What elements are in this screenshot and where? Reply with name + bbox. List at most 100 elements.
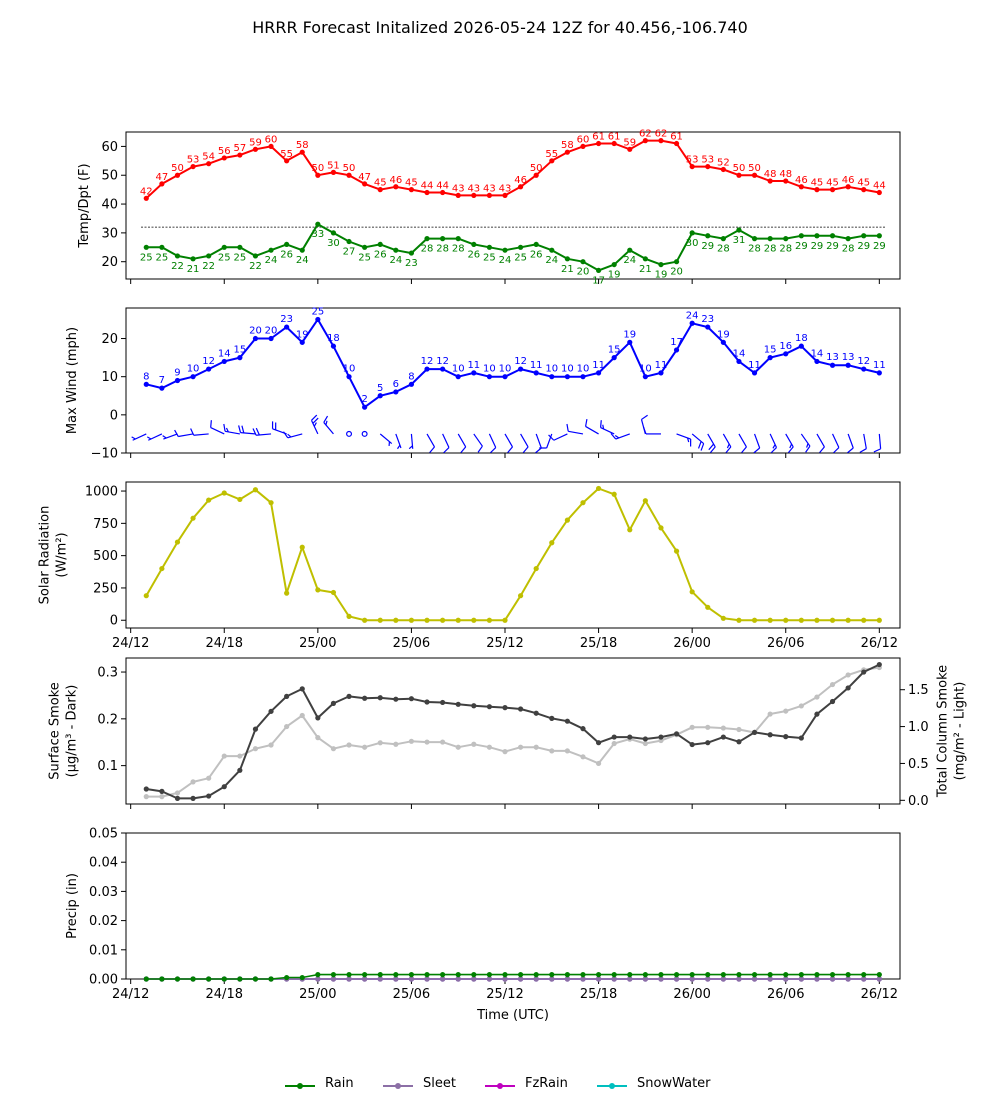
precip-rain-line-point bbox=[424, 972, 430, 978]
wind-barb-feather bbox=[641, 414, 648, 420]
precip-sleet-line-point bbox=[829, 976, 836, 982]
wind-data-label: 23 bbox=[701, 314, 714, 325]
legend-marker bbox=[395, 1083, 401, 1089]
wind-barb-shaft bbox=[785, 433, 794, 448]
y-tick-label: 50 bbox=[101, 169, 118, 184]
precip-sleet-line-point bbox=[689, 976, 695, 982]
wind-data-label: 11 bbox=[655, 360, 668, 371]
dewpoint-data-label: 29 bbox=[795, 241, 808, 252]
solar-series-line-point bbox=[751, 617, 758, 623]
precip-sleet-line-point bbox=[502, 976, 508, 982]
temp-data-label: 44 bbox=[873, 181, 886, 192]
wind-barb bbox=[238, 425, 256, 435]
y-axis-label-line: Surface Smoke bbox=[48, 682, 63, 780]
wind-data-label: 19 bbox=[296, 329, 309, 340]
temp-series-line-point bbox=[330, 169, 337, 175]
wind-barb bbox=[676, 433, 692, 447]
dewpoint-series-line-point bbox=[517, 244, 524, 250]
dewpoint-series-line-point bbox=[876, 233, 882, 239]
column-smoke-series-line-point bbox=[767, 711, 773, 717]
temp-series-line-point bbox=[595, 140, 602, 147]
wind-barb-feather bbox=[162, 435, 167, 439]
wind-series-line-point bbox=[143, 381, 149, 387]
wind-series-line-point bbox=[206, 366, 212, 372]
wind-series-line-point bbox=[829, 362, 836, 368]
temp-data-label: 54 bbox=[202, 152, 215, 163]
wind-series-line-point bbox=[299, 339, 305, 345]
wind-data-label: 10 bbox=[639, 364, 652, 375]
wind-barb-shaft bbox=[488, 433, 497, 448]
precip-sleet-line-point bbox=[315, 976, 321, 982]
wind-barb-shaft bbox=[163, 433, 178, 440]
temp-series-line-point bbox=[486, 192, 493, 199]
x-tick-label: 26/12 bbox=[861, 636, 898, 651]
dewpoint-data-label: 23 bbox=[405, 258, 418, 269]
dewpoint-data-label: 22 bbox=[202, 261, 215, 272]
wind-barb bbox=[310, 414, 319, 435]
wind-barb bbox=[642, 426, 661, 435]
dewpoint-series-line-point bbox=[580, 259, 586, 265]
column-smoke-series-line-point bbox=[455, 744, 461, 750]
wind-barb-feather bbox=[255, 427, 260, 436]
wind-barb-shaft bbox=[520, 433, 529, 448]
temp-data-label: 56 bbox=[218, 146, 231, 157]
dewpoint-series-line-point bbox=[252, 253, 259, 259]
y-tick-label: 0.05 bbox=[89, 827, 118, 842]
temp-series-line-point bbox=[502, 192, 508, 199]
wind-barb-feather bbox=[548, 434, 555, 441]
wind-series-line-point bbox=[673, 347, 680, 353]
precip-rain-line-point bbox=[471, 972, 477, 978]
wind-data-label: 12 bbox=[436, 356, 449, 367]
solar-series-line-point bbox=[486, 617, 493, 623]
surface-smoke-series-line-point bbox=[658, 734, 664, 740]
surface-smoke-series-line-point bbox=[642, 736, 648, 742]
wind-barb-feather bbox=[190, 428, 195, 436]
dewpoint-series-line-point bbox=[829, 233, 836, 239]
column-smoke-series-line-point bbox=[829, 681, 836, 688]
precip-rain-line-point bbox=[720, 972, 726, 978]
precip-rain-line-point bbox=[252, 976, 259, 982]
dewpoint-series-line-point bbox=[486, 244, 493, 250]
y-axis-label: Max Wind (mph) bbox=[65, 327, 80, 434]
precip-sleet-line-point bbox=[440, 976, 446, 982]
wind-barb-feather bbox=[477, 445, 483, 453]
precip-sleet-line-point bbox=[658, 976, 664, 982]
wind-barb bbox=[584, 419, 599, 435]
temp-data-label: 45 bbox=[405, 178, 418, 189]
wind-data-label: 13 bbox=[826, 352, 839, 363]
temp-data-label: 58 bbox=[561, 140, 574, 151]
temp-data-label: 45 bbox=[374, 178, 387, 189]
precip-rain-line-point bbox=[284, 974, 290, 981]
column-smoke-series-line-point bbox=[783, 708, 789, 714]
wind-barb-feather bbox=[490, 447, 497, 454]
surface-smoke-series-line-point bbox=[689, 741, 695, 748]
temp-series-line-point bbox=[673, 140, 680, 147]
precip-sleet-line-point bbox=[751, 976, 758, 982]
precip-sleet-line-point bbox=[673, 976, 680, 982]
precip-sleet-line-point bbox=[549, 976, 555, 982]
wind-series-line-point bbox=[174, 377, 181, 384]
surface-smoke-series-line-point bbox=[751, 729, 758, 736]
solar-series-line-point bbox=[159, 565, 165, 572]
column-smoke-series-line-point bbox=[174, 790, 181, 796]
wind-barb-feather bbox=[700, 443, 705, 451]
dewpoint-data-label: 21 bbox=[639, 264, 652, 275]
temp-data-label: 50 bbox=[733, 163, 746, 174]
surface-smoke-series-line-point bbox=[502, 705, 508, 711]
precip-rain-line-point bbox=[689, 972, 695, 978]
surface-smoke-series-line-point bbox=[362, 695, 368, 701]
wind-barb bbox=[346, 430, 353, 437]
wind-barb-shaft bbox=[878, 433, 882, 449]
solar-series-line-point bbox=[471, 617, 477, 623]
solar-series-line-point bbox=[658, 525, 664, 531]
surface-smoke-series-line-point bbox=[408, 696, 415, 702]
dewpoint-series-line-point bbox=[689, 230, 695, 236]
precip-rain-line-point bbox=[315, 972, 321, 978]
wind-data-label: 14 bbox=[218, 348, 231, 359]
solar-series-line-point bbox=[252, 487, 259, 493]
wind-series-line-point bbox=[549, 374, 555, 380]
dewpoint-series-line-point bbox=[268, 247, 274, 253]
wind-series-line-point bbox=[440, 366, 446, 372]
dewpoint-series-line-point bbox=[845, 236, 851, 242]
dewpoint-data-label: 30 bbox=[327, 238, 340, 249]
